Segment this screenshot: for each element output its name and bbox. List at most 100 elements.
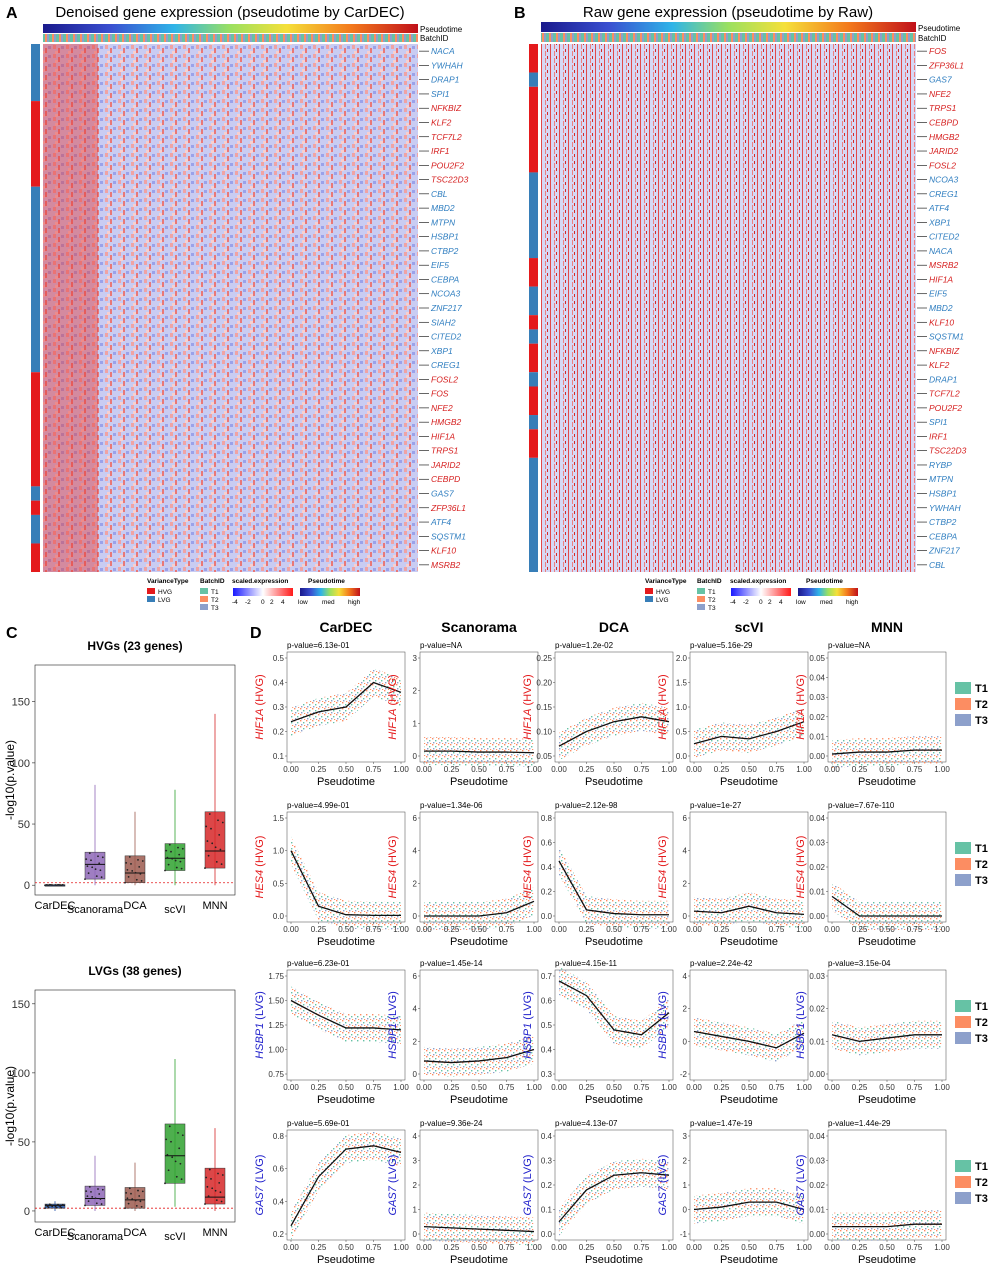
box-point [166,856,169,859]
category-label: scVI [164,904,185,916]
box-point [207,854,210,857]
panel-b-batch-label: BatchID [918,34,947,43]
p-value-label: p-value=NA [828,641,871,650]
x-tick-label: 0.00 [551,765,567,774]
gene-label: FOSL2 [929,160,956,170]
y-tick-label: 4 [413,847,418,856]
p-value-label: p-value=4.99e-01 [287,801,350,810]
box-point [50,1204,52,1207]
gene-label: ZNF217 [430,303,462,313]
box-point [208,1168,211,1171]
category-label: scVI [164,1231,185,1243]
x-tick-label: 0.00 [416,1083,432,1092]
x-tick-label: 0.75 [634,1243,650,1252]
y-tick-label: 4 [683,972,688,981]
y-tick-label: 0.3 [541,1157,553,1166]
box-point [131,1198,134,1200]
y-tick-label: 2 [413,687,418,696]
box-point [180,1178,183,1181]
box-point [175,866,178,869]
box-point [47,1206,50,1209]
box-point [130,1192,132,1195]
x-tick-label: 1.00 [796,925,812,934]
x-axis-label: Pseudotime [720,1254,778,1266]
x-tick-label: 0.00 [551,925,567,934]
x-tick-label: 0.75 [769,1243,785,1252]
boxplot-title: HVGs (23 genes) [87,639,182,653]
legend-swatch [955,842,971,854]
x-axis-label: Pseudotime [317,1094,375,1106]
gene-type: (LVG) [254,1155,266,1187]
panel-c-boxplots: HVGs (23 genes) 0 50 100 150 -log10(p.value) C… [3,639,236,1243]
x-tick-label: 0.75 [769,925,785,934]
panel-letter-b: B [514,5,526,22]
legend-hvg-swatch [645,588,653,594]
gene-label: NFE2 [431,403,453,413]
y-tick-label: 0.6 [541,997,553,1006]
box-point [218,1181,221,1184]
box-scvi [164,843,186,871]
scatter-points [424,887,534,930]
gene-label: EIF5 [431,260,449,270]
y-tick-label: 150 [12,999,30,1011]
y-tick-label: 1.0 [273,847,285,856]
gene-label: JARID2 [928,146,959,156]
box-point [128,856,131,858]
x-tick-label: 0.75 [366,925,382,934]
gene-label: NCOA3 [929,175,959,185]
x-tick-label: 1.00 [796,1243,812,1252]
y-tick-label: 0.04 [809,1132,825,1141]
x-tick-label: 0.50 [606,925,622,934]
y-tick-label: 0.00 [809,1230,825,1239]
gene-y-label: HES4 (HVG) [657,836,669,899]
scatter-points [832,882,942,930]
gene-type: (LVG) [522,1155,534,1187]
trend-line [831,895,942,917]
box-point [135,1205,138,1207]
legend-expr-tick: -2 [743,599,749,606]
gene-label: TSC22D3 [929,446,967,456]
x-tick-label: 1.00 [661,925,677,934]
legend-t2-label: T2 [708,597,716,604]
box-point [139,1200,142,1203]
x-tick-label: 1.00 [661,1243,677,1252]
y-tick-label: 0.02 [809,863,825,872]
x-tick-label: 0.50 [606,1083,622,1092]
trend-line [424,900,535,917]
y-tick-label: 0.04 [809,674,825,683]
legend-batch-title: BatchID [697,578,722,585]
p-value-label: p-value=1.47e-19 [690,1119,753,1128]
trend-line [558,716,670,747]
gene-label: HMGB2 [929,132,960,142]
gene-type: (LVG) [387,991,399,1023]
gene-y-label: HSBP1 (LVG) [522,991,534,1059]
box-point [179,860,182,863]
box-scvi [164,1123,186,1184]
panel-b-batch-bar [541,33,916,42]
legend-label: T3 [975,875,988,887]
x-axis-label: Pseudotime [585,1094,643,1106]
box-point [219,1191,222,1194]
box-point [215,1199,218,1201]
y-tick-label: 2 [413,879,418,888]
box-point [95,875,98,878]
y-tick-label: 2 [683,1005,688,1014]
legend-swatch [955,714,971,726]
gene-y-label: GAS7 (LVG) [254,1155,266,1216]
gene-label: TRPS1 [929,103,957,113]
trend-line [290,1145,402,1227]
gene-name: HES4 [254,870,266,899]
gene-y-label: HES4 (HVG) [254,836,266,899]
legend-swatch [955,1016,971,1028]
box-point [126,1197,129,1200]
box-point [91,866,94,869]
box-point [135,878,138,881]
p-value-label: p-value=1.45e-14 [420,959,483,968]
gene-type: (HVG) [254,674,266,708]
y-tick-label: 0.00 [809,1070,825,1079]
gene-y-label: HSBP1 (LVG) [387,991,399,1059]
y-tick-label: -1 [680,1230,688,1239]
x-tick-label: 0.75 [769,1083,785,1092]
gene-label: CTBP2 [431,246,459,256]
gene-name: HES4 [522,870,534,899]
